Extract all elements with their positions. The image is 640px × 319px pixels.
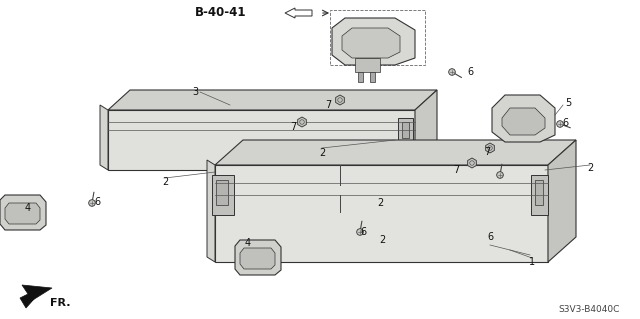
- Text: 6: 6: [360, 227, 366, 237]
- Polygon shape: [335, 95, 344, 105]
- Polygon shape: [415, 90, 437, 170]
- Polygon shape: [100, 105, 108, 170]
- Polygon shape: [216, 180, 228, 205]
- Text: 4: 4: [25, 203, 31, 213]
- Polygon shape: [285, 8, 312, 18]
- Polygon shape: [215, 165, 548, 262]
- Text: 2: 2: [379, 235, 385, 245]
- Text: 2: 2: [162, 177, 168, 187]
- Polygon shape: [298, 117, 307, 127]
- Polygon shape: [531, 175, 548, 215]
- Polygon shape: [342, 28, 400, 58]
- Text: 6: 6: [467, 67, 473, 77]
- Polygon shape: [332, 18, 415, 65]
- Circle shape: [449, 69, 455, 75]
- Polygon shape: [398, 118, 413, 145]
- Text: 2: 2: [319, 148, 325, 158]
- Polygon shape: [548, 140, 576, 262]
- Text: 7: 7: [453, 165, 459, 175]
- Polygon shape: [212, 175, 234, 215]
- Polygon shape: [20, 285, 52, 308]
- Circle shape: [557, 121, 563, 127]
- Polygon shape: [492, 95, 555, 142]
- Text: 3: 3: [192, 87, 198, 97]
- Polygon shape: [355, 58, 380, 72]
- Polygon shape: [535, 180, 543, 205]
- Polygon shape: [207, 160, 215, 262]
- Polygon shape: [240, 248, 275, 269]
- Text: 2: 2: [377, 198, 383, 208]
- Polygon shape: [215, 140, 576, 165]
- Text: 6: 6: [562, 118, 568, 128]
- Text: B-40-41: B-40-41: [195, 6, 246, 19]
- Polygon shape: [468, 158, 476, 168]
- Text: 1: 1: [529, 257, 535, 267]
- Text: 5: 5: [565, 98, 571, 108]
- Text: 7: 7: [484, 147, 490, 157]
- Polygon shape: [502, 108, 545, 135]
- Text: 6: 6: [487, 232, 493, 242]
- Circle shape: [356, 229, 364, 235]
- Text: 7: 7: [325, 100, 331, 110]
- Polygon shape: [402, 122, 409, 138]
- Text: 4: 4: [245, 238, 251, 248]
- Bar: [330, 10, 425, 65]
- Polygon shape: [108, 110, 415, 170]
- Circle shape: [89, 200, 95, 206]
- Polygon shape: [370, 72, 375, 82]
- Polygon shape: [235, 240, 281, 275]
- Text: FR.: FR.: [50, 298, 70, 308]
- Polygon shape: [358, 72, 363, 82]
- Text: 7: 7: [290, 122, 296, 132]
- Polygon shape: [108, 90, 437, 110]
- Circle shape: [497, 172, 503, 178]
- Polygon shape: [5, 203, 40, 224]
- Text: S3V3-B4040C: S3V3-B4040C: [559, 306, 620, 315]
- Polygon shape: [486, 143, 494, 153]
- Text: 2: 2: [587, 163, 593, 173]
- Text: 6: 6: [94, 197, 100, 207]
- Polygon shape: [0, 195, 46, 230]
